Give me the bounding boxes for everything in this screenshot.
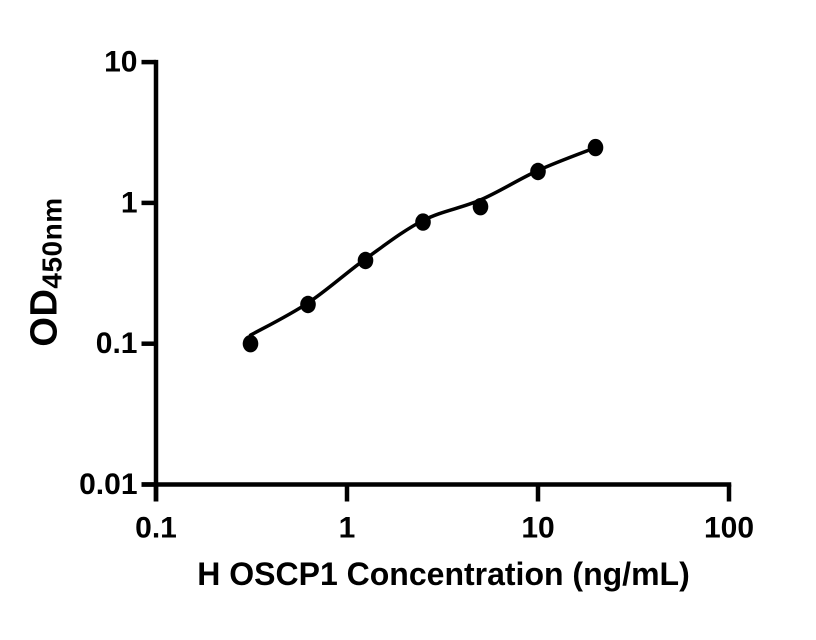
data-point-marker	[357, 251, 374, 270]
y-tick-label: 0.01	[79, 468, 137, 501]
data-point-marker	[242, 335, 259, 353]
data-point-marker	[300, 295, 316, 314]
data-point-marker	[587, 138, 604, 157]
data-point-marker	[415, 213, 431, 231]
y-axis-title-subscript: 450nm	[36, 197, 68, 289]
y-axis-title-main: OD	[23, 288, 66, 347]
x-tick-label: 1	[339, 512, 356, 545]
y-tick-label: 10	[104, 46, 137, 79]
y-tick-label: 1	[121, 186, 138, 219]
x-tick-label: 100	[704, 512, 754, 545]
x-tick-label: 0.1	[135, 512, 177, 545]
x-axis-title: H OSCP1 Concentration (ng/mL)	[197, 556, 690, 592]
data-point-marker	[472, 198, 489, 216]
y-axis-title: OD450nm	[23, 197, 68, 346]
data-point-marker	[530, 162, 546, 181]
x-tick-label: 10	[521, 512, 554, 545]
y-tick-label: 0.1	[96, 327, 138, 360]
